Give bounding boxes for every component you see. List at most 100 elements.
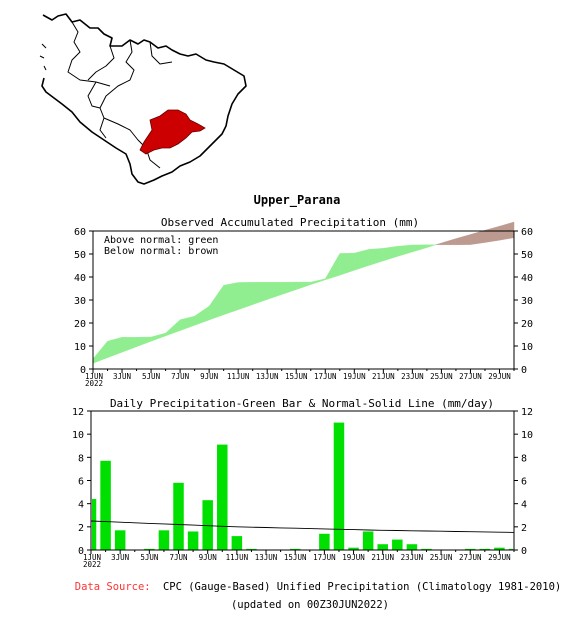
legend-entry: Above normal: green — [104, 235, 218, 246]
x-tick-label: 7JUN — [169, 553, 187, 562]
x-tick-label: 1JUN — [83, 553, 101, 562]
x-tick-label: 7JUN — [171, 372, 189, 381]
daily-bar — [173, 482, 184, 550]
daily-bar — [464, 548, 476, 550]
daily-bar — [333, 422, 345, 550]
x-tick-label: 25JUN — [430, 553, 453, 562]
above-normal-area — [426, 244, 436, 248]
daily-bar — [508, 548, 513, 550]
x-tick-label: 19JUN — [343, 372, 366, 381]
x-tick-label: 11JUN — [227, 372, 250, 381]
daily-bar — [406, 544, 418, 550]
x-tick-label: 3JUN — [111, 553, 129, 562]
y-tick-label-left: 8 — [78, 453, 84, 464]
y-tick-label-right: 12 — [521, 407, 533, 418]
daily-bar — [479, 548, 491, 550]
above-normal-area — [165, 319, 181, 337]
y-tick-label-right: 40 — [521, 273, 533, 284]
y-tick-label-right: 50 — [521, 250, 533, 261]
above-normal-area — [325, 252, 340, 281]
y-tick-label-left: 60 — [74, 227, 86, 238]
normal-line — [90, 520, 515, 533]
x-tick-label: 27JUN — [459, 553, 482, 562]
x-tick-label: 15JUN — [284, 553, 307, 562]
daily-bar — [246, 548, 257, 550]
daily-bar — [231, 536, 243, 550]
x-tick-label: 21JUN — [372, 372, 395, 381]
y-tick-label-right: 0 — [521, 546, 527, 557]
above-normal-area — [237, 282, 253, 310]
x-tick-label: 1JUN — [85, 372, 103, 381]
plot-frame — [90, 410, 515, 551]
x-tick-label: 11JUN — [226, 553, 249, 562]
below-normal-area — [435, 242, 442, 246]
above-normal-area — [223, 282, 239, 315]
above-normal-area — [136, 336, 152, 347]
y-tick-label-left: 10 — [74, 342, 86, 353]
accumulated-precipitation-chart: 0 0 10 10 20 20 30 30 40 40 50 50 60 60 1JUN 3JUN 5JUN 7J… — [74, 221, 533, 388]
y-tick-label-left: 0 — [78, 546, 84, 557]
x-tick-label: 17JUN — [313, 553, 336, 562]
y-tick-label-left: 10 — [72, 430, 84, 441]
above-normal-area — [267, 282, 282, 300]
daily-bar — [217, 444, 228, 550]
x-tick-label: 23JUN — [401, 372, 424, 381]
y-tick-label-left: 4 — [78, 500, 84, 511]
daily-bar — [392, 539, 403, 550]
y-tick-label-left: 40 — [74, 273, 86, 284]
above-normal-area — [397, 244, 413, 257]
y-tick-label-left: 0 — [80, 365, 86, 376]
above-normal-area — [383, 245, 399, 262]
below-normal-area — [441, 238, 457, 246]
y-tick-label-right: 20 — [521, 319, 533, 330]
x-tick-label: 13JUN — [256, 372, 279, 381]
daily-bar — [377, 544, 388, 550]
upper-parana-basin — [139, 109, 206, 155]
x-tick-label: 9JUN — [200, 372, 218, 381]
x-tick-label: 13JUN — [255, 553, 278, 562]
chart2-title: Daily Precipitation-Green Bar & Normal-S… — [110, 397, 494, 410]
above-normal-area — [92, 340, 108, 364]
x-tick-label: 3JUN — [113, 372, 131, 381]
y-tick-label-right: 2 — [521, 523, 527, 534]
above-normal-area — [310, 278, 326, 285]
above-normal-area — [339, 252, 355, 276]
above-normal-area — [281, 281, 297, 295]
daily-bar — [100, 460, 111, 550]
y-tick-label-right: 8 — [521, 453, 527, 464]
daily-bar — [319, 533, 330, 550]
x-year-label: 2022 — [83, 560, 101, 569]
chart1-title: Observed Accumulated Precipitation (mm) — [161, 216, 419, 229]
above-normal-area — [354, 249, 369, 271]
above-normal-area — [194, 305, 210, 326]
x-tick-label: 17JUN — [314, 372, 337, 381]
above-normal-area — [208, 284, 224, 321]
y-tick-label-right: 0 — [521, 365, 527, 376]
south-america-outline — [41, 13, 247, 185]
daily-bar — [144, 548, 155, 550]
below-normal-area — [484, 225, 500, 243]
x-tick-label: 29JUN — [488, 372, 511, 381]
above-normal-area — [150, 332, 166, 342]
below-normal-area — [455, 234, 471, 246]
locator-map — [39, 13, 247, 185]
x-tick-label: 19JUN — [342, 553, 365, 562]
above-normal-area — [179, 315, 195, 331]
above-normal-area — [412, 244, 428, 253]
y-tick-label-right: 60 — [521, 227, 533, 238]
above-normal-area — [296, 281, 311, 290]
below-normal-area — [470, 230, 486, 245]
x-tick-label: 25JUN — [430, 372, 453, 381]
y-tick-label-left: 30 — [74, 296, 86, 307]
x-tick-label: 21JUN — [371, 553, 394, 562]
legend-entry: Below normal: brown — [104, 246, 218, 257]
source-label: Data Source: — [75, 581, 151, 593]
x-tick-label: 9JUN — [199, 553, 217, 562]
x-tick-label: 23JUN — [401, 553, 424, 562]
daily-bar — [289, 548, 301, 550]
y-tick-label-left: 6 — [78, 477, 84, 488]
y-tick-label-right: 6 — [521, 477, 527, 488]
daily-bar — [202, 500, 213, 550]
daily-bar — [362, 531, 374, 550]
